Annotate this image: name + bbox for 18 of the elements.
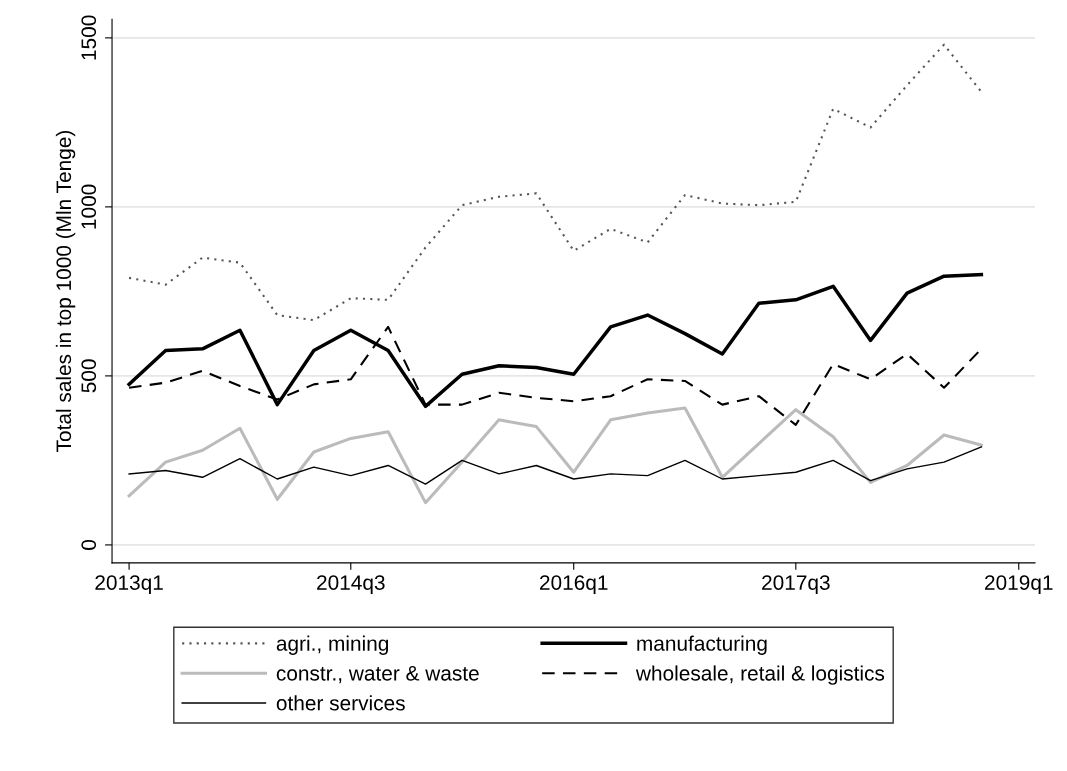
legend-label: manufacturing <box>637 635 767 655</box>
y-tick-label: 0 <box>81 539 97 550</box>
legend-label: agri., mining <box>276 635 389 655</box>
x-tick-label: 2017q3 <box>762 575 830 595</box>
x-tick-label: 2016q1 <box>540 575 608 595</box>
legend-label: other services <box>276 695 405 711</box>
line-series <box>127 406 983 505</box>
x-tick-label: 2013q1 <box>95 575 163 595</box>
line-series <box>128 43 983 322</box>
legend-label: wholesale, retail & logistics <box>635 665 885 685</box>
y-tick-label: 1500 <box>81 15 97 60</box>
x-tick-label: 2019q1 <box>985 575 1053 595</box>
y-axis-title: Total sales in top 1000 (Mln Tenge) <box>55 130 76 452</box>
x-tick-label: 2014q3 <box>317 575 385 595</box>
line-series <box>128 446 983 485</box>
legend-label: constr., water & waste <box>276 666 479 684</box>
y-tick-label: 500 <box>81 359 97 393</box>
y-tick-label: 1000 <box>81 184 97 229</box>
